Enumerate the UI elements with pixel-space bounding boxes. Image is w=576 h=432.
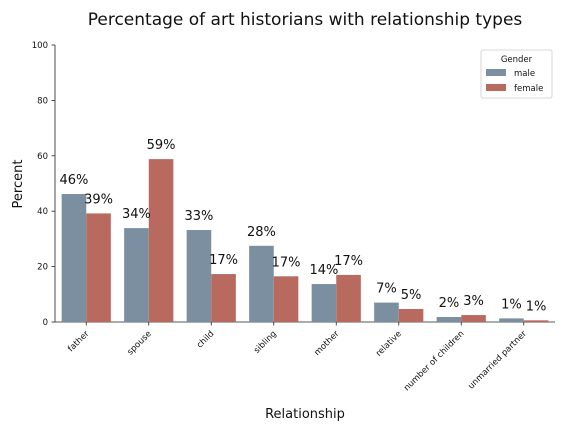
data-label-female-3: 17%	[272, 255, 301, 270]
y-tick-label: 100	[32, 41, 48, 51]
data-label-male-3: 28%	[247, 225, 276, 240]
chart-title: Percentage of art historians with relati…	[88, 10, 523, 30]
x-tick-label: child	[195, 329, 216, 350]
legend: Gender male female	[480, 49, 553, 99]
bar-female-2	[211, 274, 236, 322]
bar-male-0	[61, 194, 87, 322]
bar-male-2	[186, 230, 212, 322]
data-label-female-5: 5%	[401, 288, 422, 303]
x-tick-label: sibling	[252, 329, 279, 356]
bar-male-3	[249, 245, 274, 322]
data-label-male-7: 1%	[501, 297, 522, 312]
data-label-male-2: 33%	[184, 209, 213, 224]
bar-male-7	[499, 318, 524, 322]
y-axis-label: Percent	[11, 160, 26, 209]
data-label-female-6: 3%	[463, 294, 484, 309]
bar-male-6	[436, 317, 462, 322]
bar-male-1	[124, 228, 149, 322]
y-tick-label: 80	[37, 96, 48, 106]
data-labels: 46% 34% 33% 28% 14% 7% 2% 1% 39% 59% 17% 17% 17% 5% 3%…	[59, 138, 546, 314]
data-label-female-2: 17%	[209, 253, 238, 268]
bars	[61, 159, 549, 322]
data-label-male-5: 7%	[376, 282, 397, 297]
bar-female-7	[523, 320, 549, 322]
legend-swatch-male	[486, 69, 506, 76]
bar-female-5	[398, 308, 424, 322]
legend-swatch-female	[486, 84, 506, 91]
x-tick-label: mother	[312, 329, 341, 358]
legend-label-female: female	[514, 84, 543, 94]
x-tick-label: relative	[374, 329, 404, 359]
bar-female-6	[461, 315, 486, 322]
y-tick-label: 0	[43, 318, 48, 328]
x-tick-label: unmarried partner	[466, 329, 529, 392]
x-tick-label: spouse	[126, 329, 154, 357]
y-tick-label: 60	[37, 152, 48, 162]
bar-female-4	[336, 274, 361, 322]
data-label-male-4: 14%	[309, 263, 338, 278]
bar-male-5	[374, 302, 399, 322]
data-label-female-1: 59%	[147, 138, 176, 153]
data-label-female-4: 17%	[334, 254, 363, 269]
bar-female-1	[148, 159, 174, 322]
data-label-male-1: 34%	[122, 207, 151, 222]
bar-male-4	[311, 284, 337, 322]
x-tick-label: father	[66, 329, 92, 355]
data-label-female-0: 39%	[84, 192, 113, 207]
x-tick-label: number of children	[402, 329, 466, 393]
x-axis-label: Relationship	[265, 407, 345, 422]
legend-title: Gender	[501, 55, 533, 65]
legend-label-male: male	[514, 69, 535, 79]
data-label-male-6: 2%	[439, 296, 460, 311]
y-tick-label: 40	[37, 207, 48, 217]
bar-female-3	[273, 276, 299, 322]
data-label-male-0: 46%	[59, 173, 88, 188]
y-tick-label: 20	[37, 263, 48, 273]
data-label-female-7: 1%	[526, 299, 547, 314]
bar-female-0	[86, 213, 111, 322]
